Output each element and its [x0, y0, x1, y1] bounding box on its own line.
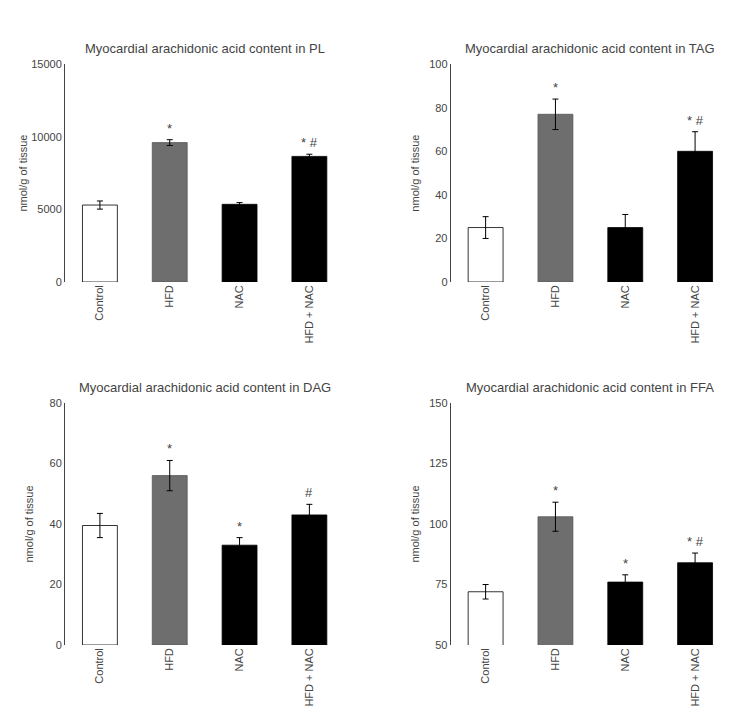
svg-text:100: 100: [429, 58, 447, 70]
svg-text:Control: Control: [93, 285, 105, 320]
svg-text:nmol/g of tissue: nmol/g of tissue: [17, 135, 29, 212]
svg-text:NAC: NAC: [619, 648, 631, 671]
svg-text:HFD + NAC: HFD + NAC: [689, 648, 701, 706]
svg-text:40: 40: [435, 189, 447, 201]
svg-text:40: 40: [50, 518, 62, 530]
svg-text:* #: * #: [687, 534, 704, 549]
svg-text:5000: 5000: [37, 203, 61, 215]
svg-text:20: 20: [435, 232, 447, 244]
svg-text:HFD: HFD: [163, 648, 175, 671]
svg-text:150: 150: [429, 397, 447, 409]
svg-text:HFD: HFD: [549, 285, 561, 308]
svg-text:*: *: [167, 441, 172, 456]
svg-text:Myocardial arachidonic acid co: Myocardial arachidonic acid content in T…: [465, 41, 715, 56]
svg-text:75: 75: [435, 578, 447, 590]
svg-text:10000: 10000: [31, 131, 62, 143]
svg-text:HFD + NAC: HFD + NAC: [303, 648, 315, 706]
svg-text:Control: Control: [479, 648, 491, 683]
svg-text:15000: 15000: [31, 58, 62, 70]
svg-text:100: 100: [429, 518, 447, 530]
svg-text:20: 20: [50, 578, 62, 590]
svg-text:60: 60: [435, 145, 447, 157]
svg-text:NAC: NAC: [619, 285, 631, 308]
svg-text:Control: Control: [93, 648, 105, 683]
svg-text:Myocardial arachidonic acid co: Myocardial arachidonic acid content in F…: [466, 380, 714, 395]
svg-text:NAC: NAC: [233, 285, 245, 308]
svg-text:*: *: [553, 483, 558, 498]
svg-text:HFD + NAC: HFD + NAC: [303, 285, 315, 343]
svg-text:Myocardial arachidonic acid co: Myocardial arachidonic acid content in D…: [79, 380, 331, 395]
svg-text:50: 50: [435, 639, 447, 651]
svg-text:* #: * #: [687, 113, 704, 128]
svg-text:125: 125: [429, 457, 447, 469]
svg-text:*: *: [553, 80, 558, 95]
svg-text:#: #: [305, 485, 313, 500]
svg-text:*: *: [167, 121, 172, 136]
svg-text:Myocardial arachidonic acid co: Myocardial arachidonic acid content in P…: [85, 41, 325, 56]
svg-text:80: 80: [50, 397, 62, 409]
svg-text:nmol/g of tissue: nmol/g of tissue: [23, 485, 35, 562]
svg-text:60: 60: [50, 457, 62, 469]
svg-text:NAC: NAC: [233, 648, 245, 671]
svg-text:0: 0: [56, 639, 62, 651]
svg-text:nmol/g of tissue: nmol/g of tissue: [409, 135, 421, 212]
svg-text:HFD: HFD: [163, 285, 175, 308]
svg-text:HFD: HFD: [549, 648, 561, 671]
svg-text:HFD + NAC: HFD + NAC: [689, 285, 701, 343]
svg-text:* #: * #: [301, 135, 318, 150]
svg-text:0: 0: [56, 276, 62, 288]
svg-text:0: 0: [441, 276, 447, 288]
svg-text:80: 80: [435, 102, 447, 114]
svg-text:nmol/g of tissue: nmol/g of tissue: [409, 485, 421, 562]
svg-text:*: *: [237, 519, 242, 534]
svg-text:Control: Control: [479, 285, 491, 320]
svg-text:*: *: [623, 556, 628, 571]
